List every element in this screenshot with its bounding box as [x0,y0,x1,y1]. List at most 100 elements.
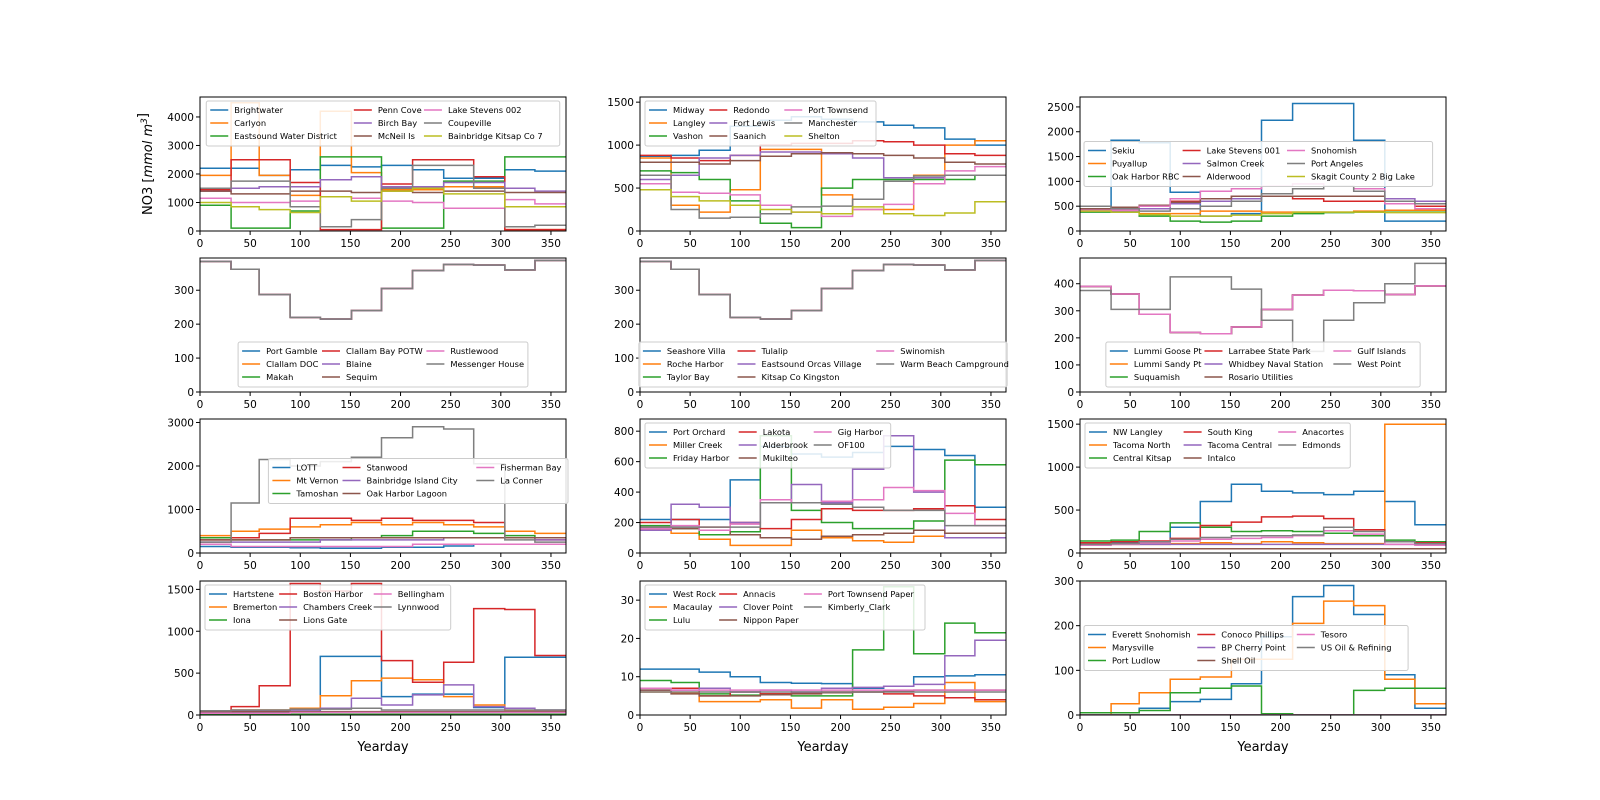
series-line-2 [1080,685,1446,715]
x-tick-label: 50 [243,560,256,572]
series-line-7 [1080,185,1446,212]
x-tick-label: 0 [637,399,644,411]
series-line-7 [1080,526,1446,546]
x-tick-label: 50 [243,722,256,734]
x-tick-label: 0 [197,722,204,734]
x-tick-label: 150 [780,560,800,572]
x-tick-label: 50 [1123,722,1136,734]
axes-frame [639,96,1007,232]
legend-entry: Midway [673,105,705,115]
x-tick-label: 50 [1123,560,1136,572]
y-tick-label: 500 [1054,505,1074,517]
y-tick-label: 300 [174,285,194,297]
legend: West Rock Macaulay Lulu Annacis Clover Point… [644,584,926,631]
x-tick-label: 250 [1321,399,1341,411]
y-tick-label: 0 [187,710,194,722]
legend-entry: Marysville [1112,643,1154,653]
x-tick-label: 300 [1371,238,1391,250]
legend-entry: Tamoshan [295,489,338,499]
y-tick-label: 0 [627,548,634,560]
series-line-4 [200,176,566,192]
legend-box [1105,341,1421,388]
legend-entry: Sekiu [1112,146,1135,156]
series-line-7 [640,174,1006,219]
legend-entry: Bainbridge Island City [367,476,458,486]
series-line-0 [200,164,566,180]
legend-entry: Lulu [673,615,690,625]
y-tick-label: 200 [1054,621,1074,633]
series-line-3 [1080,515,1446,544]
legend-entry: Gulf Islands [1357,346,1406,356]
legend-entry: US Oil & Refining [1321,643,1392,653]
x-tick-label: 150 [340,399,360,411]
series-line-8 [640,189,1006,217]
x-tick-label: 200 [391,560,411,572]
series-line-4 [640,639,1006,693]
x-tick-label: 100 [1170,399,1190,411]
legend-entry: Rosario Utilities [1228,372,1293,382]
y-tick-label: 0 [187,387,194,399]
x-tick-label: 150 [340,560,360,572]
legend-entry: Coupeville [448,118,491,128]
legend-entry: Sequim [346,372,377,382]
legend: Hartstene Bremerton Iona Boston Harbor Chamb… [204,584,452,631]
series-line-7 [200,707,566,712]
legend-entry: Tacoma North [1112,440,1170,450]
legend: Port Orchard Miller Creek Friday Harbor Lak… [644,422,892,469]
x-tick-label: 100 [290,399,310,411]
x-tick-label: 350 [981,560,1001,572]
series-line-1 [640,527,1006,547]
legend-entry: Mukilteo [763,453,798,463]
series-line-4 [640,151,1006,181]
legend-box [644,100,877,147]
series-line-4 [200,684,566,713]
axes-frame [199,580,567,716]
legend-entry: Everett Snohomish [1112,630,1191,640]
legend-entry: Whidbey Naval Station [1228,359,1323,369]
y-tick-label: 200 [614,319,634,331]
legend: Lummi Goose Pt Lummi Sandy Pt Suquamish Lar… [1105,341,1421,388]
legend-entry: West Point [1357,359,1401,369]
x-tick-label: 200 [831,722,851,734]
series-line-7 [200,259,566,320]
legend-box [204,584,452,631]
x-tick-label: 200 [1271,399,1291,411]
subplot-8: 0 50 100 150 200 250 300 350 0 200 400 600 800 Port O… [614,418,1007,572]
legend: LOTT Mt Vernon Tamoshan Stanwood Bainbridge … [267,458,569,504]
x-tick-label: 150 [1220,238,1240,250]
x-tick-label: 100 [1170,560,1190,572]
x-tick-label: 150 [780,399,800,411]
y-tick-label: 0 [187,226,194,238]
legend: NW Langley Tacoma North Central Kitsap Sout… [1084,422,1351,469]
x-tick-label: 350 [541,722,561,734]
x-tick-label: 300 [491,399,511,411]
legend-entry: Conoco Phillips [1221,630,1284,640]
x-tick-label: 300 [931,722,951,734]
x-tick-label: 300 [491,560,511,572]
y-tick-label: 20 [621,633,634,645]
subplot-12: 0 50 100 150 200 250 300 350 0 100 200 300 Yearday Ev… [1054,576,1447,755]
y-tick-label: 500 [1054,201,1074,213]
legend-entry: Clover Point [743,602,794,612]
legend-entry: Central Kitsap [1113,453,1172,463]
x-tick-label: 200 [391,399,411,411]
y-tick-label: 0 [627,226,634,238]
y-tick-label: 1000 [1047,176,1074,188]
y-tick-label: 100 [614,353,634,365]
y-tick-label: 10 [621,672,634,684]
y-tick-label: 4000 [167,112,194,124]
series-line-6 [640,687,1006,691]
legend-entry: Tulalip [761,346,788,356]
x-tick-label: 100 [1170,238,1190,250]
series-line-2 [1080,522,1446,543]
y-tick-label: 1000 [167,626,194,638]
legend-entry: Boston Harbor [303,589,363,599]
legend-entry: Mt Vernon [296,476,338,486]
legend-entry: Stanwood [367,463,408,473]
x-tick-label: 150 [780,722,800,734]
x-tick-label: 150 [340,238,360,250]
x-tick-label: 350 [1421,560,1441,572]
y-tick-label: 100 [1054,665,1074,677]
subplot-7: 0 50 100 150 200 250 300 350 0 1000 2000 3000 LOTT Mt… [167,417,569,572]
